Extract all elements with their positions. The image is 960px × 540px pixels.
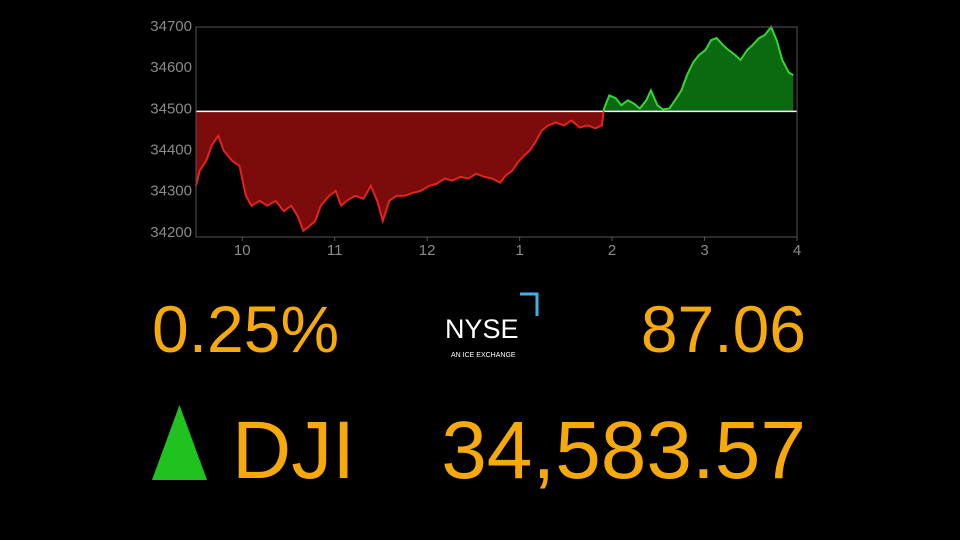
y-tick-label: 34400 — [150, 141, 192, 158]
x-tick-label: 1 — [515, 242, 523, 259]
price-line — [195, 25, 794, 233]
y-tick-label: 34200 — [150, 224, 192, 241]
y-tick-label: 34700 — [150, 18, 192, 35]
plot-frame — [195, 26, 798, 238]
x-tick-label: 10 — [234, 242, 251, 259]
x-tick-label: 3 — [700, 242, 708, 259]
exchange-name: NYSE — [445, 314, 519, 344]
y-tick-label: 34300 — [150, 183, 192, 200]
exchange-logo: NYSE AN ICE EXCHANGE — [445, 292, 539, 359]
x-tick-label: 12 — [419, 242, 436, 259]
y-tick-label: 34500 — [150, 100, 192, 117]
y-tick-label: 34600 — [150, 59, 192, 76]
percent-change: 0.25% — [152, 292, 339, 366]
area-fill — [196, 27, 794, 231]
x-tick-label: 11 — [327, 242, 343, 259]
x-tick-label: 4 — [793, 242, 801, 259]
plot — [195, 25, 797, 233]
direction-arrow — [152, 405, 207, 480]
exchange-tagline: AN ICE EXCHANGE — [451, 352, 516, 359]
x-tick-label: 2 — [608, 242, 616, 259]
logo-bracket — [520, 292, 539, 316]
price: 34,583.57 — [441, 405, 806, 496]
point-change: 87.06 — [641, 292, 806, 366]
symbol: DJI — [232, 405, 355, 496]
